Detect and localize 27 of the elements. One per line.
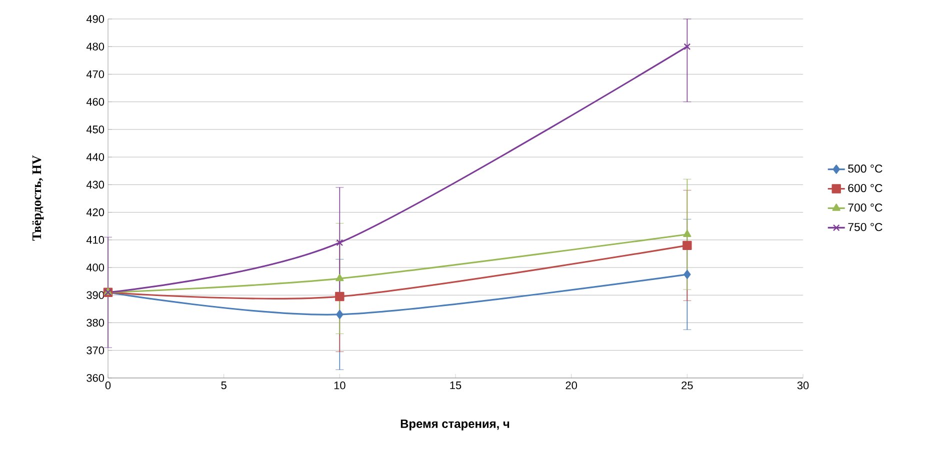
x-tick-label: 15 [450, 382, 462, 390]
y-axis-title: Твёрдость, HV [32, 155, 44, 241]
y-tick-label: 430 [86, 180, 104, 189]
y-tick-label: 440 [86, 153, 104, 161]
y-tick-label: 460 [86, 98, 104, 106]
y-tick-label: 470 [86, 70, 104, 78]
y-tick-label: 420 [86, 208, 104, 216]
x-tick-label: 10 [334, 382, 346, 390]
x-tick-label: 25 [682, 382, 693, 390]
x-axis-title: Время старения, ч [400, 420, 510, 430]
x-tick-label: 5 [221, 382, 226, 390]
y-tick-label: 480 [86, 42, 104, 50]
legend-label: 500 °C [848, 164, 882, 173]
y-tick-label: 360 [86, 374, 104, 382]
x-tick-label: 0 [105, 382, 111, 390]
y-tick-label: 450 [86, 126, 104, 134]
legend-label: 750 °C [848, 222, 882, 232]
y-tick-label: 370 [86, 346, 104, 354]
y-tick-label: 380 [86, 318, 104, 327]
legend-label: 600 °C [848, 184, 882, 192]
x-tick-label: 30 [797, 382, 809, 390]
legend-label: 700 °C [848, 203, 882, 212]
y-tick-label: 410 [86, 236, 104, 244]
y-tick-label: 390 [86, 291, 104, 300]
y-tick-label: 490 [86, 15, 104, 23]
y-tick-label: 400 [86, 264, 104, 272]
x-tick-label: 20 [566, 382, 577, 390]
